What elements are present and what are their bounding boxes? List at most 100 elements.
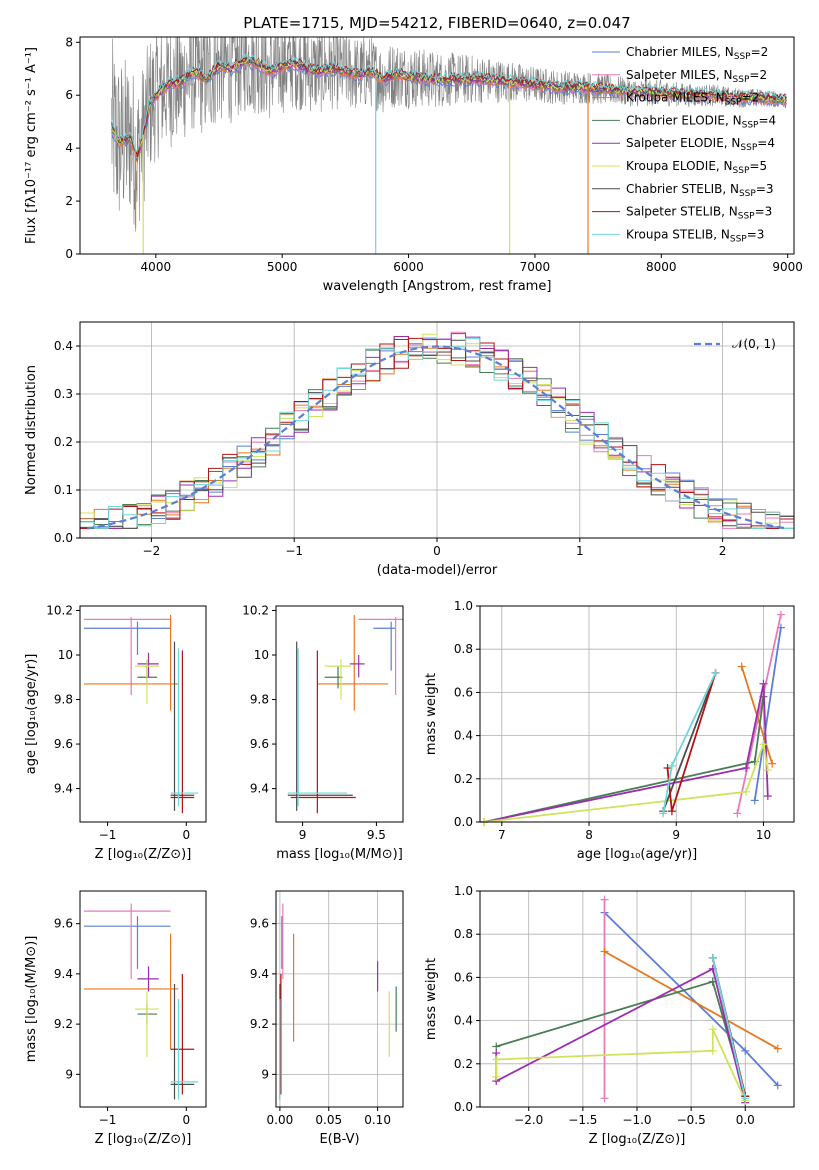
series-line	[484, 740, 769, 823]
legend-subscript: SSP	[740, 143, 757, 153]
x-tick-label: 0.0	[736, 1113, 755, 1127]
x-tick-label: 9	[672, 828, 680, 842]
residual-plot	[80, 331, 794, 530]
x-tick-label: 9.5	[367, 828, 386, 842]
legend-text: Salpeter MILES, N	[626, 68, 733, 82]
y-tick-label: 9	[261, 1067, 269, 1081]
y-tick-label: 10	[58, 648, 73, 662]
y-tick-label: 0.8	[454, 927, 473, 941]
x-tick-label: −1.5	[568, 1113, 597, 1127]
x-tick-label: 2	[719, 544, 727, 558]
x-axis-label: E(B-V)	[319, 1132, 359, 1147]
y-tick-label: 2	[65, 194, 73, 208]
series-line	[662, 672, 717, 812]
x-axis-label: Z [log₁₀(Z/Z⊙)]	[589, 1132, 686, 1147]
legend-text: Kroupa MILES, N	[626, 91, 725, 105]
mass-vs-Z-points	[83, 903, 199, 1100]
mass-vs-Z-axes: −1 0 9 9.2 9.4 9.6 Z [log₁₀(Z/Z⊙)] mass [log₁₀(…	[24, 917, 191, 1147]
y-tick-label: 9.6	[54, 737, 73, 751]
age-vs-mass-points	[287, 614, 403, 814]
x-axis-label: Z [log₁₀(Z/Z⊙)]	[95, 847, 192, 862]
age-vs-Z-axes: −1 0 9.4 9.6 9.8 10 10.2 Z [log₁₀(Z/Z⊙)] age [lo…	[24, 603, 191, 862]
legend-text: Salpeter STELIB, N	[626, 205, 738, 219]
series-line	[495, 980, 747, 1097]
series-line	[484, 683, 769, 823]
y-tick-label: 0.2	[54, 435, 73, 449]
age-vs-Z-points	[83, 614, 199, 814]
y-tick-label: 9.6	[250, 917, 269, 931]
y-tick-label: 9.8	[250, 693, 269, 707]
y-axis-label: age [log₁₀(age/yr)]	[24, 654, 39, 775]
y-tick-label: 9.4	[250, 782, 269, 796]
axes-frame	[479, 890, 795, 1108]
x-tick-label: 8000	[646, 260, 677, 274]
model-line-chabrier-elodie	[111, 59, 787, 162]
y-tick-label: 0.6	[454, 685, 473, 699]
y-tick-label: 10.2	[242, 603, 269, 617]
x-tick-label: 10	[756, 828, 771, 842]
y-tick-label: 0.1	[54, 483, 73, 497]
mass-vs-EBV-points	[279, 903, 397, 1100]
x-tick-label: 0	[182, 1113, 190, 1127]
legend-subscript: SSP	[739, 189, 756, 199]
legend-entry: Kroupa MILES, NSSP=2	[626, 91, 759, 108]
x-tick-label: 8	[585, 828, 593, 842]
x-tick-label: 7000	[520, 260, 551, 274]
axes-frame	[79, 36, 795, 255]
legend-subscript: SSP	[725, 98, 742, 108]
y-tick-label: 0.2	[454, 1057, 473, 1071]
series-line	[495, 1028, 747, 1101]
legend-entry: Salpeter MILES, NSSP=2	[626, 68, 767, 85]
x-tick-label: 1	[576, 544, 584, 558]
y-tick-label: 9.4	[250, 967, 269, 981]
legend-entry: Salpeter STELIB, NSSP=3	[626, 205, 772, 222]
y-tick-label: 0	[65, 247, 73, 261]
x-tick-label: −1	[285, 544, 303, 558]
legend-text: Chabrier ELODIE, N	[626, 113, 742, 127]
x-tick-label: 0	[433, 544, 441, 558]
legend-entry: Kroupa STELIB, NSSP=3	[626, 227, 764, 244]
x-axis-label: wavelength [Angstrom, rest frame]	[323, 279, 552, 294]
legend-entry: Chabrier ELODIE, NSSP=4	[626, 113, 776, 130]
histogram-kroupa-stelib	[80, 338, 794, 529]
x-tick-label: 5000	[267, 260, 298, 274]
axes-frame	[79, 890, 207, 1108]
x-tick-label: −2	[143, 544, 161, 558]
y-tick-label: 1.0	[454, 599, 473, 613]
legend-suffix: =3	[756, 182, 774, 196]
spectrum-axes: 4000 5000 6000 7000 8000 9000 0 2 4 6 8 wavelength …	[24, 35, 803, 294]
x-axis-label: (data-model)/error	[377, 563, 498, 578]
legend-subscript: SSP	[734, 52, 751, 62]
legend-suffix: =4	[757, 136, 775, 150]
legend-suffix: =2	[751, 45, 769, 59]
legend-suffix: =2	[749, 68, 767, 82]
x-tick-label: −1	[99, 828, 117, 842]
y-tick-label: 0.2	[454, 772, 473, 786]
axes-frame	[79, 321, 795, 539]
legend-text: Salpeter ELODIE, N	[626, 136, 740, 150]
x-tick-label: 0.05	[315, 1113, 342, 1127]
x-tick-label: 0	[182, 828, 190, 842]
figure-title: PLATE=1715, MJD=54212, FIBERID=0640, z=0…	[243, 14, 630, 32]
y-tick-label: 4	[65, 141, 73, 155]
y-tick-label: 0.0	[54, 531, 73, 545]
legend-suffix: =5	[749, 159, 767, 173]
axes-frame	[275, 890, 404, 1108]
histogram-chabrier-elodie	[80, 336, 794, 529]
y-tick-label: 0.4	[454, 729, 473, 743]
x-tick-label: 0.10	[364, 1113, 391, 1127]
x-axis-label: mass [log₁₀(M/M⊙)]	[276, 847, 403, 862]
y-tick-label: 9.2	[54, 1017, 73, 1031]
y-tick-label: 9.4	[54, 967, 73, 981]
x-tick-label: −1.0	[622, 1113, 651, 1127]
x-tick-label: 0.00	[267, 1113, 294, 1127]
axes-frame	[275, 605, 404, 823]
axes-frame	[479, 605, 795, 823]
x-tick-label: −0.5	[677, 1113, 706, 1127]
series-line	[484, 696, 765, 823]
legend-text: Kroupa ELODIE, N	[626, 159, 733, 173]
y-tick-label: 0.3	[54, 387, 73, 401]
y-tick-label: 9	[65, 1067, 73, 1081]
